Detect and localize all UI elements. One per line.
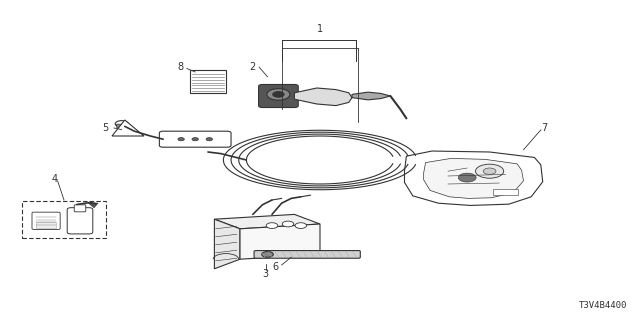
Polygon shape [112, 120, 144, 136]
Circle shape [267, 89, 290, 100]
Text: 4: 4 [51, 174, 58, 184]
Circle shape [262, 252, 273, 257]
Polygon shape [424, 158, 524, 198]
Text: 1: 1 [317, 24, 323, 34]
FancyBboxPatch shape [191, 70, 226, 93]
FancyBboxPatch shape [259, 84, 298, 108]
Circle shape [206, 138, 212, 141]
Polygon shape [214, 219, 240, 269]
Circle shape [282, 221, 294, 227]
Text: 5: 5 [102, 123, 109, 133]
Circle shape [115, 121, 128, 127]
Polygon shape [240, 224, 320, 259]
FancyBboxPatch shape [254, 251, 360, 258]
Circle shape [458, 173, 476, 182]
Text: T3V4B4400: T3V4B4400 [579, 301, 627, 310]
Polygon shape [404, 151, 543, 205]
FancyBboxPatch shape [116, 124, 125, 127]
Polygon shape [88, 203, 98, 208]
Polygon shape [294, 88, 352, 106]
Text: 6: 6 [272, 262, 278, 272]
FancyBboxPatch shape [74, 205, 86, 212]
FancyBboxPatch shape [493, 189, 518, 195]
Text: 8: 8 [177, 62, 184, 72]
Circle shape [178, 138, 184, 141]
Circle shape [476, 164, 504, 178]
Circle shape [266, 223, 278, 228]
FancyBboxPatch shape [36, 222, 56, 228]
Circle shape [273, 92, 284, 97]
Circle shape [483, 168, 496, 174]
FancyBboxPatch shape [32, 212, 60, 229]
FancyBboxPatch shape [22, 201, 106, 237]
Text: 3: 3 [262, 268, 269, 279]
Text: 2: 2 [250, 62, 256, 72]
Polygon shape [214, 214, 320, 229]
Polygon shape [352, 92, 390, 100]
FancyBboxPatch shape [67, 208, 93, 234]
FancyBboxPatch shape [159, 131, 231, 147]
Circle shape [295, 223, 307, 228]
Text: 7: 7 [541, 123, 547, 133]
Circle shape [192, 138, 198, 141]
